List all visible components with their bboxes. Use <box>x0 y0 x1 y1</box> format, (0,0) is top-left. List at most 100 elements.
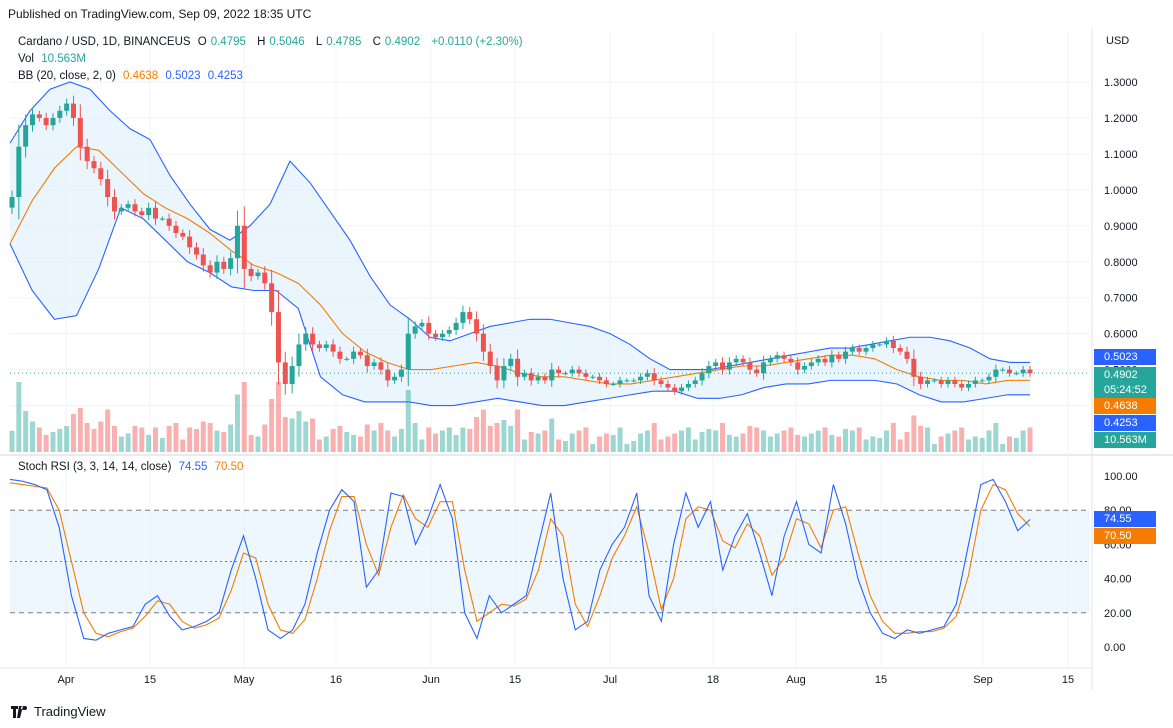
candle-body <box>979 380 985 382</box>
candle-body <box>221 261 227 269</box>
volume-bar <box>152 427 158 452</box>
candle-body <box>761 362 767 374</box>
volume-bar <box>945 433 951 452</box>
volume-bar <box>50 432 56 452</box>
candle-body <box>187 236 193 248</box>
volume-bar <box>193 429 199 452</box>
candle-body <box>132 204 138 212</box>
time-tick-label: 18 <box>707 674 719 686</box>
candle-body <box>911 358 917 377</box>
volume-label[interactable]: Vol <box>18 53 34 65</box>
rsi-tick-label: 100.00 <box>1104 471 1138 483</box>
candle-body <box>392 376 398 381</box>
volume-bar <box>323 436 329 452</box>
volume-legend: Vol 10.563M <box>18 53 90 65</box>
candle-body <box>64 103 70 111</box>
candle-body <box>480 333 486 352</box>
high-label: H <box>257 36 266 48</box>
volume-bar <box>829 435 835 452</box>
rsi-d-tag: 70.50 <box>1094 528 1156 544</box>
volume-bar <box>706 429 712 452</box>
volume-bar <box>248 435 254 452</box>
volume-bar <box>330 429 336 452</box>
volume-bar <box>774 433 780 452</box>
volume-bar <box>316 439 322 452</box>
candle-body <box>767 358 773 363</box>
volume-bar <box>214 430 220 452</box>
candle-body <box>972 380 978 384</box>
candle-body <box>863 348 869 352</box>
candle-body <box>542 376 548 381</box>
time-tick-label: Jun <box>422 674 440 686</box>
candle-body <box>23 125 29 147</box>
close-label: C <box>372 36 381 48</box>
volume-bar <box>132 426 138 452</box>
candle-body <box>959 383 965 388</box>
volume-bar <box>808 433 814 452</box>
candle-body <box>446 330 452 334</box>
candle-body <box>173 225 179 233</box>
candle-body <box>111 197 117 212</box>
candle-body <box>870 344 876 349</box>
candlesticks <box>9 95 1090 395</box>
volume-bar <box>111 426 117 452</box>
time-tick-label: 15 <box>1062 674 1074 686</box>
volume-bar <box>139 427 145 452</box>
candle-body <box>781 355 787 359</box>
volume-bars <box>9 382 1033 452</box>
symbol-legend: Cardano / USD, 1D, BINANCEUS O 0.4795 H 0.… <box>18 36 527 48</box>
candle-body <box>658 380 664 384</box>
volume-bar <box>569 433 575 452</box>
volume-bar <box>931 444 937 452</box>
time-tick-label: Aug <box>786 674 806 686</box>
candle-body <box>152 207 158 219</box>
volume-bar <box>1007 436 1013 452</box>
time-tick-label: Sep <box>973 674 993 686</box>
symbol-title[interactable]: Cardano / USD, 1D, BINANCEUS <box>18 36 191 48</box>
candle-body <box>692 380 698 384</box>
candle-body <box>590 376 596 378</box>
low-label: L <box>315 36 323 48</box>
candle-body <box>303 333 309 345</box>
rsi-k-line <box>9 478 1031 641</box>
rsi-label[interactable]: Stoch RSI (3, 3, 14, 14, close) <box>18 461 172 473</box>
candle-body <box>282 362 288 384</box>
candle-body <box>651 373 657 381</box>
volume-bar <box>166 426 172 452</box>
volume-bar <box>767 436 773 452</box>
volume-bar <box>590 444 596 452</box>
volume-bar <box>843 429 849 452</box>
candle-body <box>330 344 336 352</box>
time-tick-label: 15 <box>875 674 887 686</box>
time-tick-label: May <box>234 674 255 686</box>
volume-bar <box>733 436 739 452</box>
candle-body <box>460 312 466 323</box>
volume-bar <box>795 435 801 452</box>
volume-bar <box>118 436 124 452</box>
low-value: 0.4785 <box>326 36 362 48</box>
volume-bar <box>747 426 753 452</box>
candle-body <box>105 179 111 198</box>
candle-body <box>808 362 814 367</box>
bb-label[interactable]: BB (20, close, 2, 0) <box>18 70 116 82</box>
candle-body <box>747 362 753 370</box>
rsi-legend: Stoch RSI (3, 3, 14, 14, close) 74.55 70… <box>18 461 247 473</box>
candle-body <box>952 380 958 384</box>
volume-bar <box>972 436 978 452</box>
footer-brand[interactable]: TradingView <box>34 704 106 719</box>
candle-body <box>897 348 903 352</box>
candle-body <box>890 340 896 349</box>
candle-body <box>562 373 568 375</box>
candle-body <box>228 258 234 269</box>
candle-body <box>262 272 268 284</box>
candle-body <box>617 380 623 384</box>
volume-bar <box>556 439 562 452</box>
candle-body <box>774 355 780 359</box>
candle-body <box>398 369 404 377</box>
time-tick-label: 15 <box>509 674 521 686</box>
candle-body <box>1027 369 1033 374</box>
volume-bar <box>105 409 111 452</box>
volume-bar <box>925 427 931 452</box>
volume-bar <box>836 436 842 452</box>
